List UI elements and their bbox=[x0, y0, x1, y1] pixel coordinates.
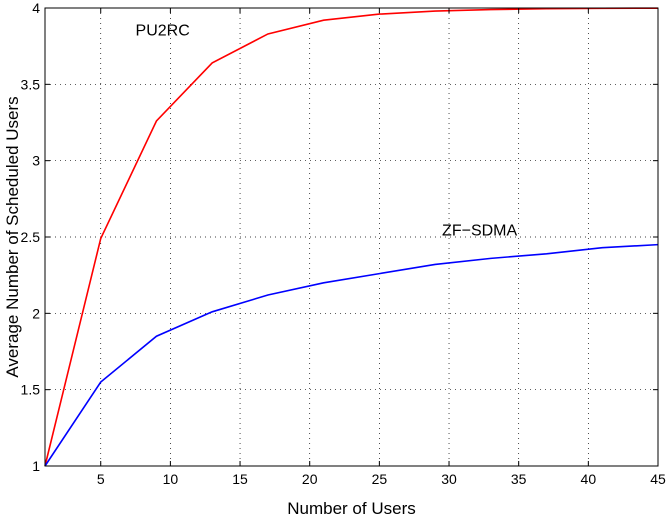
annotations: PU2RC ZF−SDMA bbox=[136, 22, 518, 239]
y-tick-label: 4 bbox=[32, 0, 40, 16]
x-tick-label: 40 bbox=[581, 471, 597, 487]
series-line-zf-sdma bbox=[44, 243, 659, 467]
annotation-label: ZF−SDMA bbox=[442, 222, 517, 239]
y-tick-labels: 1 1.5 2 2.5 3 3.5 4 bbox=[21, 0, 41, 474]
x-tick-label: 35 bbox=[511, 471, 527, 487]
x-tick-label: 25 bbox=[372, 471, 388, 487]
x-tick-label: 30 bbox=[441, 471, 457, 487]
y-tick-label: 3.5 bbox=[21, 76, 41, 92]
x-tick-label: 45 bbox=[650, 471, 666, 487]
plot-frame bbox=[44, 7, 659, 467]
y-tick-label: 2 bbox=[32, 305, 40, 321]
y-tick-label: 2.5 bbox=[21, 229, 41, 245]
y-tick-label: 1 bbox=[32, 458, 40, 474]
y-tick-label: 1.5 bbox=[21, 382, 41, 398]
annotation-label: PU2RC bbox=[136, 22, 190, 39]
x-tick-label: 10 bbox=[163, 471, 179, 487]
x-tick-label: 20 bbox=[302, 471, 318, 487]
axis-ticks bbox=[45, 7, 659, 467]
x-tick-label: 15 bbox=[232, 471, 248, 487]
grid bbox=[45, 8, 658, 466]
x-tick-labels: 5 10 15 20 25 30 35 40 45 bbox=[97, 471, 666, 487]
y-tick-label: 3 bbox=[32, 153, 40, 169]
series-line-pu2rc bbox=[44, 7, 659, 467]
x-tick-label: 5 bbox=[97, 471, 105, 487]
y-axis-label: Average Number of Scheduled Users bbox=[3, 96, 22, 377]
series-lines bbox=[44, 7, 659, 467]
x-axis-label: Number of Users bbox=[287, 499, 415, 518]
